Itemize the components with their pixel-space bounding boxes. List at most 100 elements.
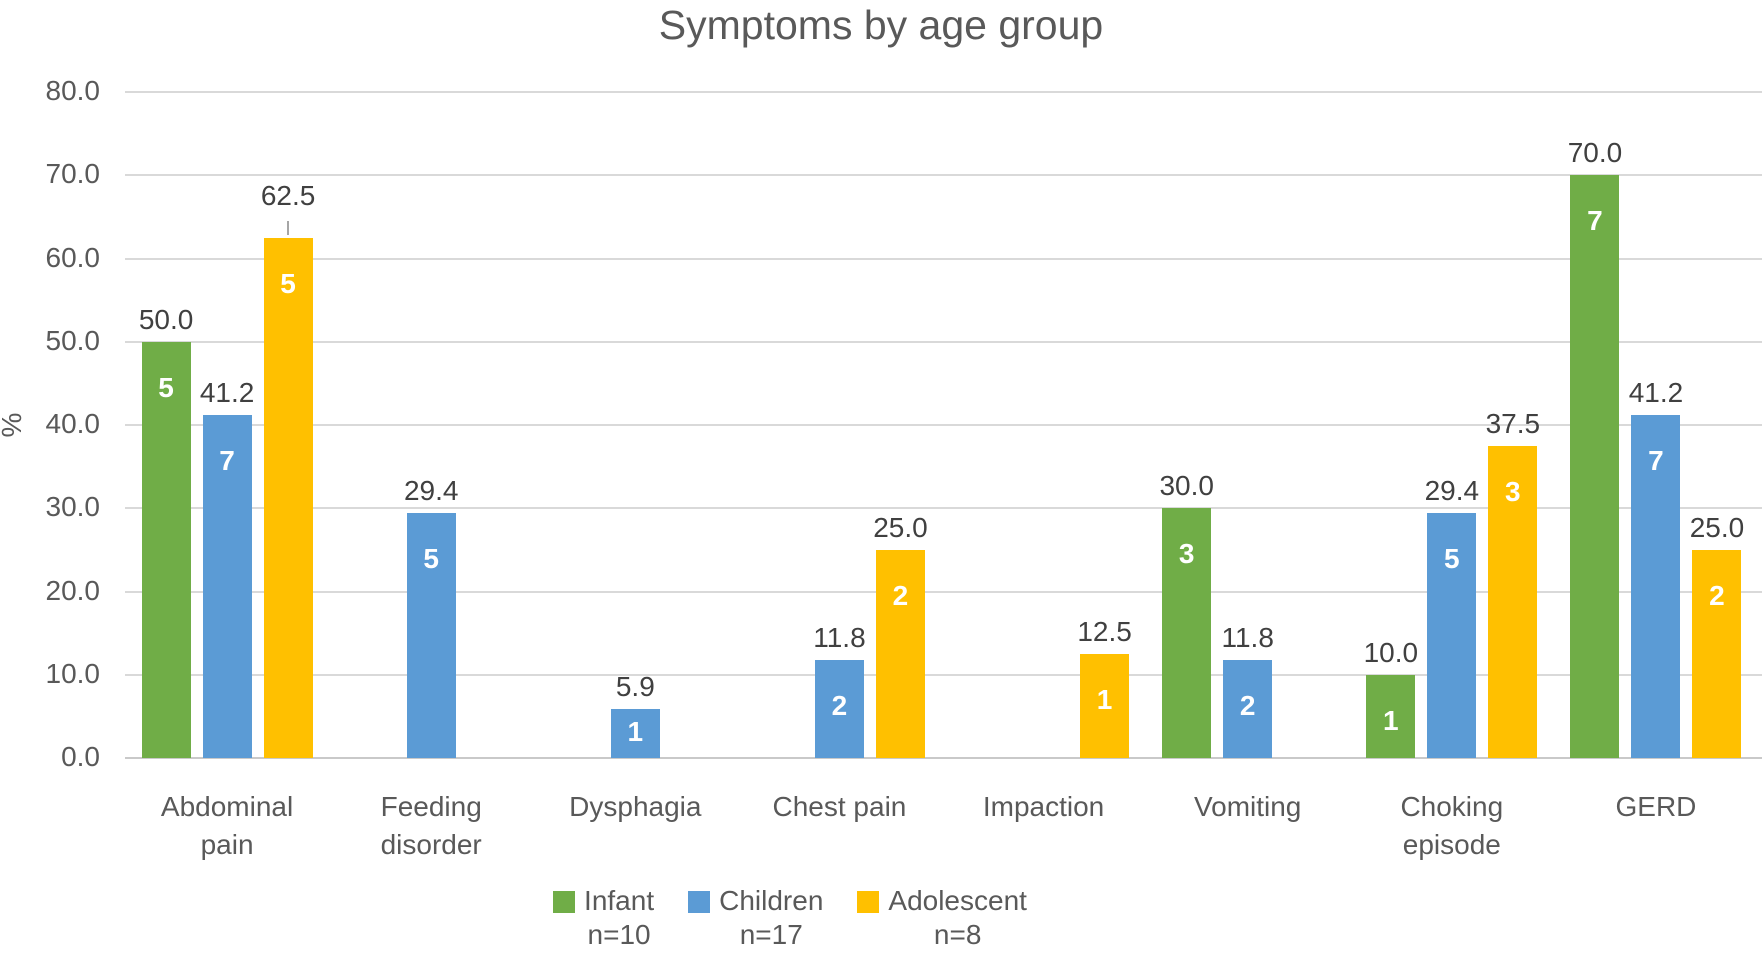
legend-text: Adolescent n=8 (888, 884, 1027, 952)
y-tick-label: 10.0 (45, 657, 101, 689)
bar-value-label: 50.0 (138, 303, 194, 335)
gridline (125, 590, 1762, 593)
gridline (125, 91, 1762, 93)
bar-count-label: 2 (1239, 689, 1256, 721)
bar (610, 708, 660, 758)
bar-value-label: 29.4 (403, 475, 459, 507)
bar-count-label: 5 (280, 267, 296, 299)
x-category-label-line: Impaction (982, 791, 1105, 822)
legend-text: Infant n=10 (584, 884, 654, 952)
y-tick-label: 70.0 (45, 158, 101, 190)
bar-value-label: 41.2 (1628, 377, 1684, 408)
bar-count-label: 2 (831, 689, 848, 721)
legend-series-name: Infant (584, 885, 655, 916)
y-tick-label: 0.0 (61, 741, 100, 772)
bar-count-label: 1 (627, 716, 644, 748)
bar-count-label: 1 (1096, 683, 1113, 715)
legend-item: Infant n=10 (553, 884, 654, 952)
y-tick-label: 40.0 (45, 408, 101, 439)
x-category-label-line: GERD (1615, 791, 1697, 822)
bar (1366, 674, 1416, 758)
bar (1162, 508, 1212, 758)
gridline (125, 257, 1762, 260)
bar-value-label: 30.0 (1159, 470, 1214, 502)
x-category-label: Feeding disorder (329, 788, 533, 864)
bar-value-label: 11.8 (1221, 621, 1274, 653)
legend-item: Adolescent n=8 (857, 884, 1027, 952)
legend-item: Children n=17 (688, 884, 823, 952)
x-category-label-line: Vomiting (1193, 791, 1302, 822)
bar-value-label: 10.0 (1363, 636, 1419, 668)
gridline (125, 174, 1762, 177)
y-tick-label: 80.0 (45, 75, 101, 106)
y-tick-label: 50.0 (45, 324, 101, 356)
bar-value-label: 12.5 (1077, 615, 1132, 647)
bar (141, 341, 191, 758)
chart-title: Symptoms by age group (658, 2, 1104, 48)
x-category-label: Abdominal pain (125, 788, 329, 864)
bar (1488, 445, 1538, 758)
x-category-label: Choking episode (1350, 788, 1554, 864)
legend-series-n: n=17 (739, 919, 803, 950)
bar (1692, 549, 1742, 758)
legend-series-n: n=8 (933, 919, 982, 950)
gridline (125, 340, 1762, 343)
x-category-label: Chest pain (737, 788, 941, 826)
bar-value-label: 25.0 (873, 511, 928, 543)
x-category-label-line: Choking (1400, 791, 1504, 822)
bar-count-label: 5 (1444, 543, 1460, 575)
bar-value-label: 5.9 (615, 670, 655, 702)
gridline (125, 424, 1762, 426)
bar (1427, 513, 1477, 758)
bar-count-label: 5 (158, 371, 174, 403)
bar-count-label: 3 (1505, 475, 1521, 507)
x-category-label-line: pain (200, 829, 254, 860)
y-tick-label: 20.0 (45, 574, 101, 606)
bar-count-label: 2 (1709, 579, 1725, 611)
bar-value-label: 29.4 (1424, 475, 1480, 507)
legend-text: Children n=17 (719, 884, 823, 952)
legend-swatch (688, 891, 711, 913)
x-category-label-line: disorder (380, 829, 482, 860)
x-category-label: Dysphagia (533, 788, 737, 826)
bar-count-label: 7 (1587, 205, 1603, 237)
bar-value-label: 11.8 (813, 621, 866, 653)
bar (202, 415, 252, 758)
x-category-label: Vomiting (1146, 788, 1350, 826)
bar-count-label: 5 (423, 543, 439, 575)
bar-count-label: 2 (892, 579, 909, 611)
x-category-label-line: Chest pain (772, 791, 907, 822)
bar-count-label: 3 (1178, 538, 1195, 570)
bar-count-label: 1 (1383, 704, 1399, 736)
legend-swatch (857, 891, 880, 913)
gridline (125, 507, 1762, 510)
bar (814, 659, 864, 758)
bar (1631, 415, 1681, 758)
bar-count-label: 7 (1648, 445, 1664, 476)
bar-value-label: 70.0 (1567, 137, 1623, 169)
bar-count-label: 7 (219, 445, 235, 476)
y-tick-label: 60.0 (45, 241, 101, 273)
x-category-label: Impaction (942, 788, 1146, 826)
y-tick-label: 30.0 (45, 491, 101, 523)
x-category-label-line: episode (1402, 829, 1501, 860)
bar (406, 513, 456, 758)
x-axis-line (125, 757, 1762, 759)
legend: Infant n=10 Children n=17 Adolescent n=8 (0, 884, 1580, 952)
x-category-label-line: Abdominal (160, 791, 294, 822)
bar (1223, 659, 1273, 758)
x-category-label: GERD (1554, 788, 1758, 826)
legend-swatch (553, 891, 576, 913)
x-category-label-line: Dysphagia (569, 791, 702, 822)
bar (1080, 653, 1130, 758)
bar-value-label: 62.5 (260, 179, 316, 211)
bar (875, 549, 925, 758)
gridline (125, 673, 1762, 676)
legend-series-name: Children (719, 885, 824, 916)
legend-series-n: n=10 (587, 919, 651, 950)
bar (1570, 175, 1620, 758)
bar-value-label: 41.2 (199, 377, 255, 408)
leader-line (287, 220, 290, 235)
bar (263, 237, 313, 758)
